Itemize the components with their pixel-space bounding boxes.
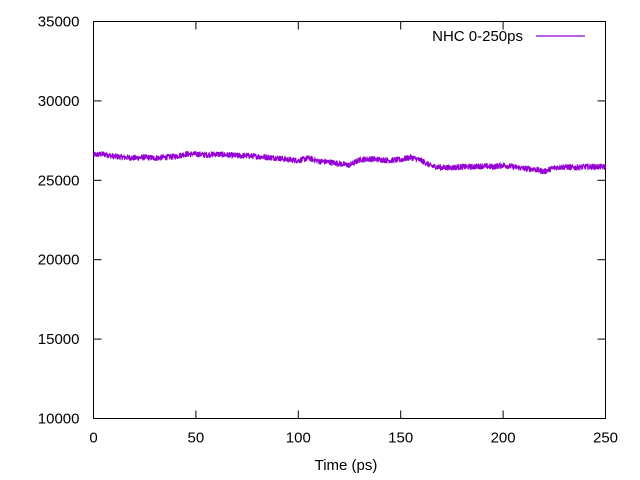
x-axis-label: Time (ps) (315, 457, 378, 474)
y-tick-label: 25000 (38, 172, 80, 189)
axis-ticks (93, 21, 606, 419)
series-layer (93, 150, 606, 175)
y-tick-label: 30000 (38, 93, 80, 110)
x-tick-label: 250 (593, 430, 618, 447)
x-tick-label: 150 (388, 430, 413, 447)
y-tick-label: 20000 (38, 252, 80, 269)
legend: NHC 0-250ps (432, 28, 585, 45)
y-tick-label: 15000 (38, 331, 80, 348)
x-tick-label: 100 (286, 430, 311, 447)
y-tick-label: 35000 (38, 14, 80, 31)
series-line-nhc (93, 150, 606, 175)
y-tick-label: 10000 (38, 411, 80, 428)
legend-entry-label: NHC 0-250ps (432, 28, 523, 45)
x-tick-label: 200 (491, 430, 516, 447)
x-tick-label: 0 (89, 430, 97, 447)
plot-frame (93, 21, 606, 419)
x-tick-label: 50 (188, 430, 205, 447)
axis-tick-labels: 0 50 100 150 200 250 10000 15000 20000 25000 30000… (38, 14, 618, 447)
